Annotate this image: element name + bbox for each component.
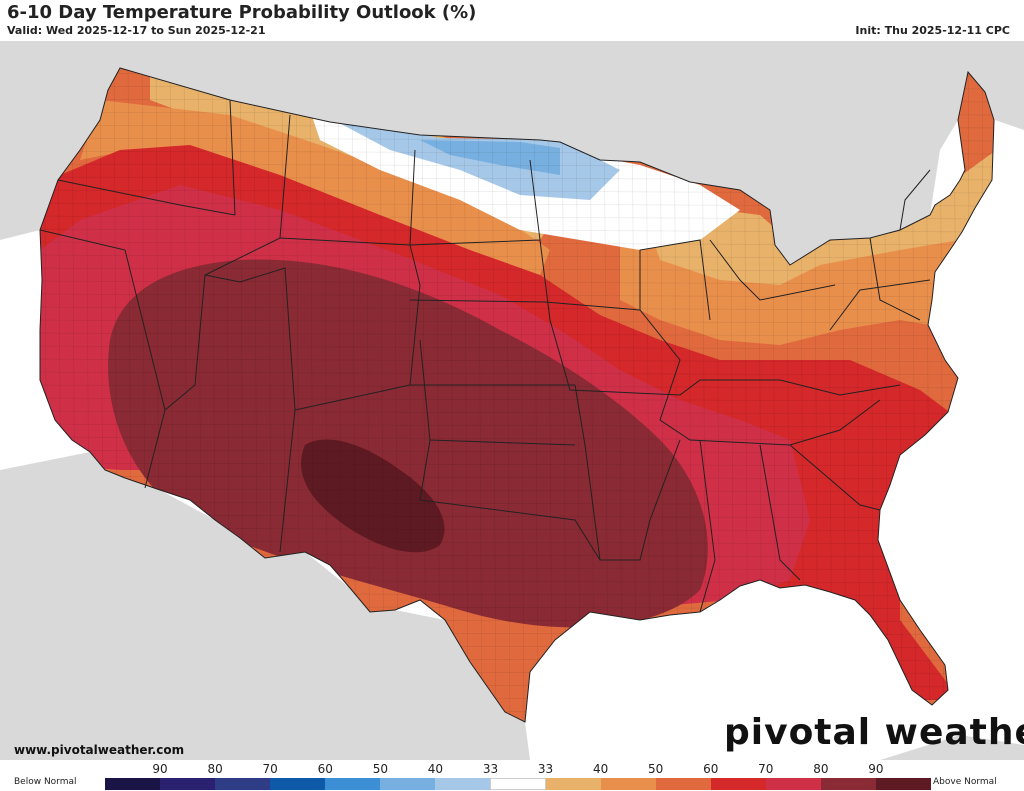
legend-swatch xyxy=(545,778,601,790)
legend: Below Normal 90 80 70 60 50 40 33 33 40 50 60 70 80 9… xyxy=(0,761,1024,791)
legend-swatch xyxy=(160,778,216,790)
legend-tick-label: 40 xyxy=(427,762,444,776)
legend-swatch xyxy=(820,778,876,790)
band-above-90 xyxy=(301,439,445,553)
legend-swatch xyxy=(435,778,491,790)
legend-tick-label: 90 xyxy=(152,762,168,776)
legend-swatch xyxy=(600,778,656,790)
band-above-33-40-northeast xyxy=(640,130,994,285)
valid-period: Valid: Wed 2025-12-17 to Sun 2025-12-21 xyxy=(7,24,266,37)
legend-tick-label: 60 xyxy=(703,762,719,776)
legend-tick-label: 60 xyxy=(317,762,333,776)
legend-swatch xyxy=(215,778,271,790)
cuba-land xyxy=(880,735,1024,760)
header: 6-10 Day Temperature Probability Outlook… xyxy=(0,0,1024,40)
canada-land xyxy=(0,41,1024,265)
legend-swatch xyxy=(875,778,931,790)
band-below-40-50 xyxy=(420,140,560,175)
legend-swatch xyxy=(710,778,766,790)
legend-tick-label: 70 xyxy=(262,762,278,776)
legend-above-label: Above Normal xyxy=(933,777,997,787)
legend-swatch xyxy=(765,778,821,790)
legend-tick-label: 50 xyxy=(648,762,664,776)
legend-swatch xyxy=(325,778,381,790)
legend-swatch xyxy=(380,778,436,790)
legend-swatch xyxy=(105,778,161,790)
legend-tick-label: 70 xyxy=(758,762,774,776)
state-boundaries xyxy=(39,67,995,723)
band-above-40-50-north xyxy=(80,100,550,275)
legend-below-label: Below Normal xyxy=(14,777,77,787)
pivotal-weather-logo: pivotal weather xyxy=(724,712,1024,753)
map-title: 6-10 Day Temperature Probability Outlook… xyxy=(7,2,477,23)
legend-tick-label: 33 xyxy=(537,762,554,776)
legend-swatch xyxy=(490,778,546,790)
legend-swatch xyxy=(655,778,711,790)
legend-tick-label: 50 xyxy=(372,762,388,776)
legend-swatch xyxy=(270,778,326,790)
site-url: www.pivotalweather.com xyxy=(14,743,185,757)
baja-land xyxy=(90,452,215,760)
band-above-80-90 xyxy=(108,259,708,628)
legend-color-bar xyxy=(105,778,931,790)
legend-tick-label: 33 xyxy=(482,762,499,776)
legend-tick-label: 40 xyxy=(592,762,609,776)
init-time: Init: Thu 2025-12-11 CPC xyxy=(855,24,1010,37)
temperature-outlook-map xyxy=(0,41,1024,761)
legend-tick-label: 80 xyxy=(207,762,223,776)
legend-tick-label: 90 xyxy=(868,762,884,776)
legend-tick-label: 80 xyxy=(813,762,829,776)
